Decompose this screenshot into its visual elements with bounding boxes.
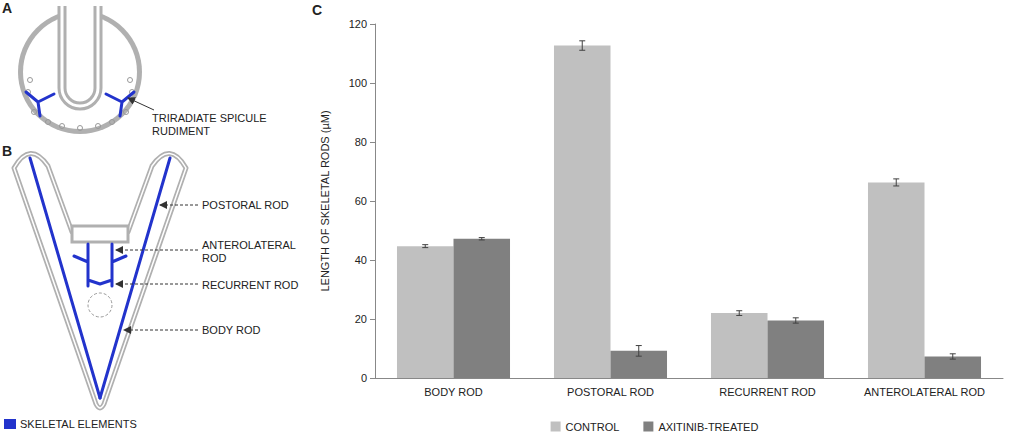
svg-text:B: B	[2, 143, 12, 159]
svg-text:40: 40	[355, 254, 367, 266]
svg-text:BODY ROD: BODY ROD	[202, 324, 261, 336]
svg-text:ANTEROLATERAL ROD: ANTEROLATERAL ROD	[864, 386, 985, 398]
svg-text:ROD: ROD	[202, 252, 227, 264]
svg-text:CONTROL: CONTROL	[566, 421, 620, 433]
svg-text:AXITINIB-TREATED: AXITINIB-TREATED	[658, 421, 758, 433]
svg-text:20: 20	[355, 313, 367, 325]
svg-text:60: 60	[355, 195, 367, 207]
svg-text:A: A	[2, 0, 12, 16]
svg-text:RECURRENT ROD: RECURRENT ROD	[719, 386, 815, 398]
svg-text:BODY ROD: BODY ROD	[424, 386, 483, 398]
svg-text:80: 80	[355, 136, 367, 148]
svg-text:POSTORAL ROD: POSTORAL ROD	[202, 199, 289, 211]
svg-text:TRIRADIATE SPICULE: TRIRADIATE SPICULE	[152, 112, 267, 124]
svg-text:RUDIMENT: RUDIMENT	[152, 125, 210, 137]
svg-text:POSTORAL ROD: POSTORAL ROD	[567, 386, 654, 398]
svg-text:120: 120	[349, 18, 367, 30]
svg-text:100: 100	[349, 77, 367, 89]
svg-text:0: 0	[361, 372, 367, 384]
svg-text:SKELETAL ELEMENTS: SKELETAL ELEMENTS	[20, 418, 137, 430]
svg-text:RECURRENT ROD: RECURRENT ROD	[202, 279, 298, 291]
svg-text:LENGTH OF SKELETAL RODS (µM): LENGTH OF SKELETAL RODS (µM)	[319, 110, 331, 291]
html-text:C: C	[312, 2, 323, 18]
svg-text:ANTEROLATERAL: ANTEROLATERAL	[202, 239, 296, 251]
